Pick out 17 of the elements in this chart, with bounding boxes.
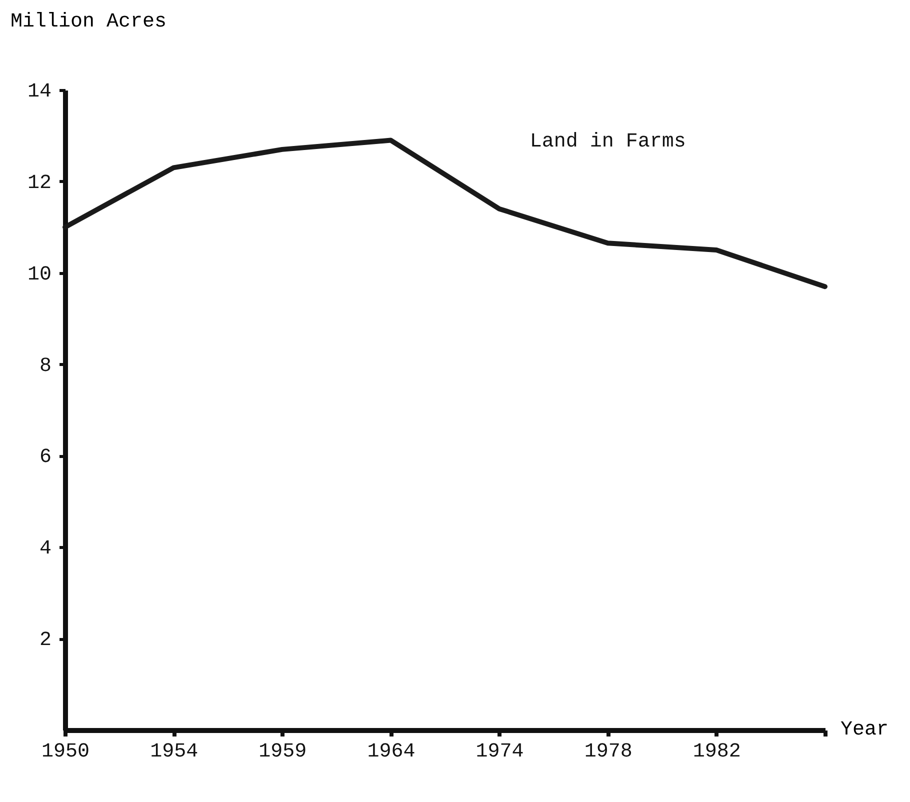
x-tick-label: 1974	[476, 740, 524, 764]
x-tick-label: 1950	[41, 740, 90, 764]
x-tick-label: 1964	[367, 740, 416, 764]
x-tick-label: 1954	[150, 740, 198, 764]
y-tick-label: 8	[39, 354, 52, 378]
y-tick-label: 12	[27, 172, 52, 195]
y-tick-label: 2	[39, 629, 52, 652]
text: Land in Farms	[530, 130, 686, 154]
y-tick-label: 10	[27, 263, 52, 286]
x-axis-title: Year	[840, 718, 889, 742]
x-tick-label: 1959	[258, 740, 307, 764]
y-axis-title: Million Acres	[10, 10, 167, 34]
y-tick-label: 6	[39, 446, 52, 470]
x-tick-label: 1978	[584, 740, 632, 764]
x-tick-label: 1982	[692, 740, 741, 764]
y-tick-label: 14	[27, 80, 52, 104]
y-tick-label: 4	[39, 538, 52, 561]
